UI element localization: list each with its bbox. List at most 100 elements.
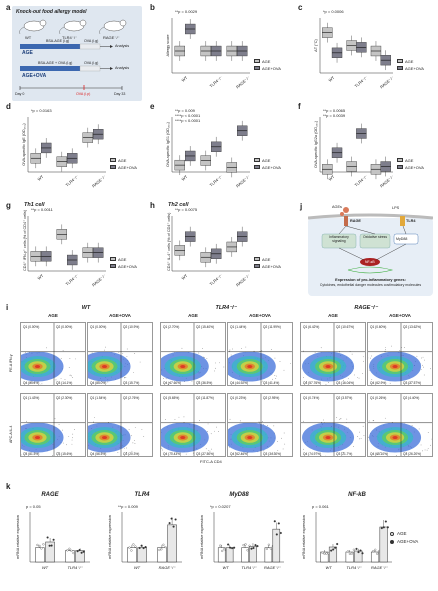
bar-k2-1-0 [225, 547, 234, 563]
quad-label-q4: Q4 (81.5%) [23, 452, 40, 456]
quad-label-q1: Q1 (5.65%) [163, 396, 180, 400]
quad-label-q2: Q2 (2.95%) [263, 396, 280, 400]
quad-label-q3: Q3 (36.5%) [196, 381, 213, 385]
panel-k-ylabel-1: mRNA relative expression [108, 515, 112, 559]
flow-sub-0-0: AGE [48, 313, 58, 318]
panel-d: d WT TLR4⁻/⁻ RAGE⁻/⁻ OVA-specific IgE (OD₄₅₀… [6, 102, 146, 198]
row1-desc: BSA-AGE (i.g) [46, 39, 70, 43]
panel-k-title-0: RAGE [41, 492, 59, 498]
quad-label-q4: Q4 (65.10%) [370, 452, 389, 456]
panel-e-plot [171, 117, 250, 178]
bar-k3-1-2 [379, 526, 388, 563]
ylabel-g: CD4⁺ IFN-γ⁺ cells (% of CD4⁺ cells) [23, 209, 27, 271]
panel-letter-a: a [6, 3, 11, 12]
quad-label-q3: Q3 (27.50%) [196, 452, 215, 456]
row1-label: AGE [22, 50, 33, 56]
quad-label-q1: Q1 (0.26%) [370, 396, 387, 400]
rage-label: RAGE [350, 219, 361, 223]
ylabel-h: CD4⁺ IL-4⁺ cells (% of CD4⁺ cells) [167, 212, 171, 271]
panel-h-plot [171, 216, 250, 272]
expression-title: Expression of pro-inflammatory genes: [335, 278, 406, 282]
nfkb-label: NF-κB [365, 260, 375, 264]
flow-plot-r1-t4: Q1 (0.74%) Q2 (3.57%) Q4 (74.97%) Q3 (21.7%… [300, 393, 366, 457]
legend-label-d-1: AGE+OVA [118, 164, 137, 170]
panel-k-group-3-1: TLR4⁻/⁻ [346, 565, 362, 570]
flow-plot-r1-t1: Q1 (1.54%) Q2 (2.76%) Q4 (56.5%) Q3 (20.3%) [87, 393, 153, 457]
panel-g: g Th1 cell WT TLR4⁻/⁻ RAGE⁻/⁻ CD4⁺ IFN-γ⁺ cel… [6, 201, 146, 297]
flow-sub-1-0: AGE [188, 313, 198, 318]
quad-label-q2: Q2 (10.67%) [336, 325, 355, 329]
panel-k-ylabel-0: mRNA relative expression [16, 515, 20, 559]
quad-label-q1: Q1 (0.74%) [303, 396, 320, 400]
panel-g-plot [27, 216, 106, 272]
flow-plot-r1-t0: Q1 (1.43%) Q2 (2.30%) Q4 (81.5%) Q3 (15.6%) [20, 393, 86, 457]
flow-sub-2-1: AGE+OVA [389, 313, 411, 318]
panel-k-title-3: NF-kB [348, 492, 366, 498]
quad-label-q2: Q2 (3.57%) [336, 396, 353, 400]
quad-label-q3: Q3 (15.6%) [56, 452, 73, 456]
panel-letter-k: k [6, 482, 11, 491]
quad-label-q2: Q2 (11.87%) [196, 396, 214, 400]
quad-label-q4: Q4 (56.5%) [90, 452, 107, 456]
flow-plot-r1-t5: Q1 (0.26%) Q2 (4.40%) Q4 (65.10%) Q3 (26.20… [367, 393, 433, 457]
quad-label-q3: Q3 (26.20%) [403, 452, 422, 456]
panel-k-legend-label-1: AGE+OVA [397, 539, 419, 544]
ages-label: AGEs [332, 205, 342, 209]
tlr4-label: TLR4 [406, 219, 416, 223]
row2-end: Analysis [115, 66, 130, 70]
quad-label-q4: Q4 (70.43%) [163, 452, 182, 456]
legend-label-c-1: AGE+OVA [405, 65, 424, 71]
panel-k-legend-marker-0 [390, 532, 394, 536]
mouse-icon-rage [99, 19, 127, 35]
quad-label-q1: Q1 (1.54%) [90, 396, 107, 400]
quad-label-q3: Q3 (15.7%) [123, 381, 140, 385]
flow-group-1: TLR4⁻/⁻ [215, 305, 237, 311]
mouse-label-wt: WT [25, 35, 32, 40]
panel-letter-d: d [6, 102, 11, 111]
panel-letter-c: c [298, 3, 303, 12]
mouse-label-tlr4: TLR4⁻/⁻ [62, 35, 78, 40]
panel-k-ylabel-3: mRNA relative expression [302, 515, 306, 559]
quad-label-q4: Q4 (85.0%) [90, 381, 107, 385]
quad-label-q2: Q2 (2.76%) [123, 396, 140, 400]
mouse-icon-tlr4 [59, 19, 87, 35]
row2-ova: OVA (i.g) [84, 61, 99, 65]
quad-label-q4: Q4 (62.46%) [230, 452, 249, 456]
panel-k-pval-0: p = 0.05 [26, 504, 41, 509]
bar-k1-0-0 [127, 547, 137, 563]
pval-f-0: **p = 0.0065 [323, 108, 346, 113]
legend-label-d-0: AGE [118, 157, 127, 163]
quad-label-q3: Q3 (34.30%) [263, 452, 282, 456]
legend-label-b-1: AGE+OVA [262, 65, 281, 71]
quad-label-q3: Q3 (16.04%) [336, 381, 355, 385]
mouse-label-rage: RAGE⁻/⁻ [103, 35, 120, 40]
quad-label-q3: Q3 (20.3%) [123, 452, 140, 456]
panel-h-title: Th2 cell [168, 202, 189, 208]
panel-a-title: Knock-out food allergy model [16, 9, 87, 15]
panel-k-rage: RAGE p = 0.05 WT TLR4⁻/⁻ mRNA relative expre… [12, 484, 98, 584]
panel-letter-j: j [300, 202, 303, 211]
pval-d-0: *p = 0.0163 [31, 108, 52, 113]
quad-label-q2: Q2 (15.40%) [196, 325, 215, 329]
legend-swatch-g-0 [110, 257, 116, 261]
quad-label-q3: Q3 (41.4%) [263, 381, 280, 385]
quad-label-q4: Q4 (85.4%) [23, 381, 40, 385]
pval-h-0: **p = 0.0075 [175, 207, 198, 212]
quad-label-q1: Q1 (0.00%) [90, 325, 107, 329]
legend-swatch-b-1 [254, 66, 260, 70]
panel-c-plot [319, 18, 393, 74]
bar-k2-0-1 [241, 547, 249, 563]
panel-k-group-2-0: WT [222, 565, 229, 570]
lps-label: LPS [392, 206, 400, 210]
panel-k-pval-1: **p = 0.009 [118, 504, 138, 509]
panel-k-ylabel-2: mRNA relative expression [200, 515, 204, 559]
panel-k-title-2: MyD88 [229, 492, 249, 498]
bar-k1-1-1 [167, 524, 177, 563]
bar-k1-0-1 [157, 547, 167, 563]
panel-g-title: Th1 cell [24, 202, 45, 208]
panel-k-pval-2: *p = 0.0207 [210, 504, 231, 509]
day33: Day 33 [114, 92, 126, 96]
quad-label-q2: Q2 (13.62%) [403, 325, 422, 329]
legend-swatch-c-0 [397, 59, 403, 63]
flow-row2-ylabel: APC-A IL-4 [9, 425, 13, 443]
